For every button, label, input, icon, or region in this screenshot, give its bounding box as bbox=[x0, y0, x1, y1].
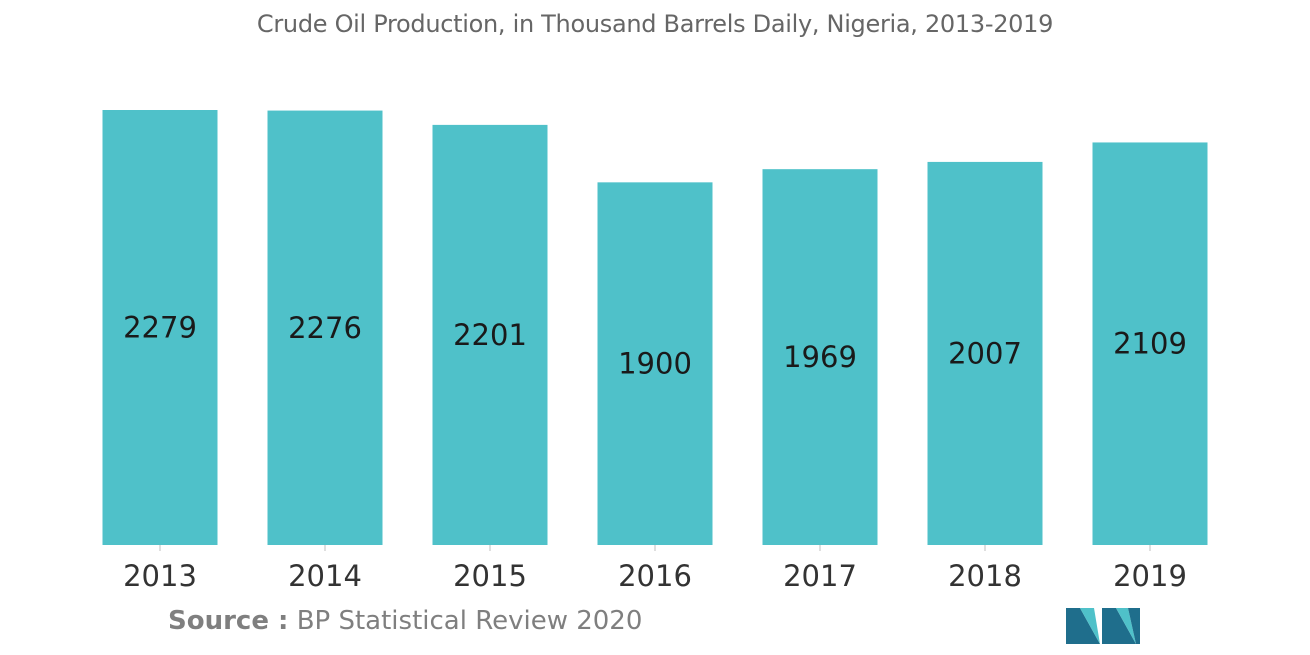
value-label-2016: 1900 bbox=[618, 347, 692, 381]
source-text: BP Statistical Review 2020 bbox=[296, 606, 643, 636]
value-label-2019: 2109 bbox=[1113, 327, 1187, 361]
x-tick-label-2015: 2015 bbox=[453, 559, 527, 593]
bar-2015 bbox=[432, 124, 548, 545]
value-label-2017: 1969 bbox=[783, 340, 857, 374]
value-labels-group: 2279 2276 2201 1900 1969 2007 2109 bbox=[123, 311, 1187, 381]
bar-2018 bbox=[927, 161, 1043, 545]
value-label-2015: 2201 bbox=[453, 318, 527, 352]
x-ticks-group bbox=[159, 545, 1151, 551]
source-note: Source : BP Statistical Review 2020 bbox=[168, 606, 642, 636]
value-label-2014: 2276 bbox=[288, 311, 362, 345]
chart-title: Crude Oil Production, in Thousand Barrel… bbox=[256, 10, 1054, 38]
bar-2019 bbox=[1092, 142, 1208, 546]
source-label: Source : bbox=[168, 606, 289, 636]
bar-2014 bbox=[267, 110, 383, 545]
bar-2016 bbox=[597, 182, 713, 545]
x-tick-labels-group: 2013 2014 2015 2016 2017 2018 2019 bbox=[123, 559, 1187, 593]
x-tick-label-2019: 2019 bbox=[1113, 559, 1187, 593]
bar-2017 bbox=[762, 169, 878, 545]
value-label-2013: 2279 bbox=[123, 311, 197, 345]
x-tick-label-2016: 2016 bbox=[618, 559, 692, 593]
x-tick-label-2014: 2014 bbox=[288, 559, 362, 593]
bar-2013 bbox=[102, 110, 218, 545]
x-tick-label-2013: 2013 bbox=[123, 559, 197, 593]
x-tick-label-2018: 2018 bbox=[948, 559, 1022, 593]
bars-group bbox=[102, 110, 1208, 546]
value-label-2018: 2007 bbox=[948, 336, 1022, 370]
x-tick-label-2017: 2017 bbox=[783, 559, 857, 593]
mordor-intelligence-logo-icon bbox=[1066, 608, 1140, 644]
